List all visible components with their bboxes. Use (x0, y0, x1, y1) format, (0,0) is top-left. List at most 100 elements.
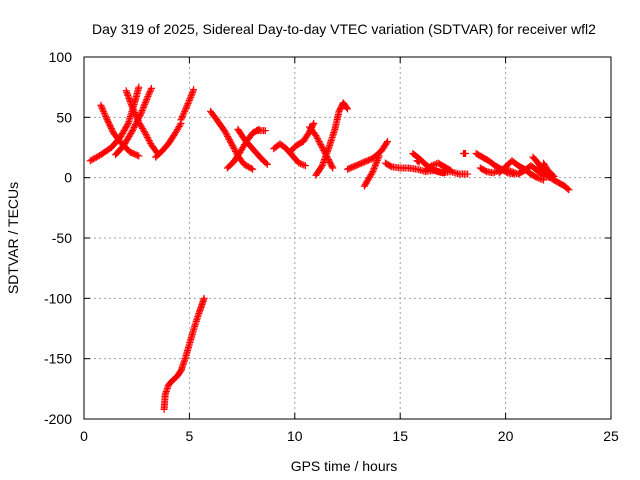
data-point (177, 116, 185, 124)
data-point (312, 131, 320, 139)
data-point (510, 170, 518, 178)
data-point (139, 103, 147, 111)
data-point (300, 161, 308, 169)
data-point (145, 91, 153, 99)
data-point (229, 143, 237, 151)
data-point (142, 97, 150, 105)
data-point (373, 158, 381, 166)
data-point (310, 119, 318, 127)
data-point (344, 105, 351, 113)
data-point (178, 114, 186, 122)
data-point (123, 121, 131, 129)
x-tick-label: 15 (392, 428, 408, 444)
data-point (139, 105, 147, 113)
data-point (226, 137, 234, 145)
data-point (105, 120, 113, 128)
data-point (128, 128, 136, 136)
data-point (132, 112, 140, 120)
y-axis-label: SDTVAR / TECUs (5, 182, 21, 294)
data-point (190, 86, 198, 94)
data-point (131, 110, 139, 118)
data-point (446, 166, 454, 174)
data-point (383, 139, 391, 147)
data-point (178, 113, 186, 121)
data-point (224, 132, 232, 140)
data-point (373, 157, 381, 165)
data-point (447, 166, 455, 174)
data-point (315, 137, 323, 145)
data-point (101, 111, 109, 119)
data-point (535, 174, 543, 182)
data-point (182, 104, 190, 112)
data-point (107, 123, 115, 131)
points-layer (86, 83, 573, 413)
data-point (86, 157, 94, 165)
data-point (88, 156, 96, 164)
data-point (91, 154, 99, 162)
data-point (102, 114, 110, 122)
data-point (318, 144, 326, 151)
data-point (225, 135, 233, 143)
data-point (371, 163, 379, 171)
data-point (440, 169, 448, 177)
data-point (106, 122, 114, 130)
x-tick-label: 20 (498, 428, 514, 444)
data-point (491, 168, 499, 176)
data-point (141, 100, 149, 108)
data-point (134, 117, 142, 125)
data-point (94, 152, 102, 160)
x-tick-label: 25 (603, 428, 619, 444)
data-point (140, 102, 148, 110)
data-point (147, 86, 155, 94)
data-point (221, 128, 229, 136)
data-point (179, 111, 187, 119)
chart-title: Day 319 of 2025, Sidereal Day-to-day VTE… (92, 21, 596, 37)
data-point (314, 136, 322, 144)
data-point (135, 83, 143, 91)
data-point (374, 154, 382, 162)
data-point (375, 152, 383, 160)
data-point (368, 169, 376, 177)
data-point (550, 172, 558, 180)
data-point (227, 138, 235, 146)
data-point (89, 155, 97, 163)
data-point (135, 152, 143, 160)
data-point (489, 169, 497, 177)
data-point (130, 124, 138, 132)
data-point (146, 88, 154, 96)
data-point (144, 92, 152, 100)
data-point (138, 108, 146, 116)
data-point (387, 162, 395, 170)
data-point (317, 142, 325, 150)
data-point (232, 147, 240, 155)
tick-layer: 0 5 10 15 20 25 -200 -150 -100 -50 0 50 100 (44, 49, 619, 444)
data-point (186, 95, 194, 103)
data-point (102, 113, 110, 121)
data-point (369, 166, 377, 174)
data-point (371, 161, 379, 169)
data-point (181, 106, 189, 114)
data-point (104, 117, 112, 125)
data-point (370, 164, 378, 172)
y-tick-label: 0 (64, 170, 72, 186)
data-point (313, 133, 321, 141)
data-point (180, 109, 188, 117)
data-point (369, 168, 377, 176)
data-point (185, 96, 193, 104)
data-point (103, 116, 111, 124)
data-point (131, 122, 139, 130)
data-point (185, 98, 193, 106)
data-point (298, 160, 306, 168)
data-point (429, 161, 437, 169)
data-point (328, 163, 336, 171)
data-point (145, 137, 153, 145)
data-point (536, 175, 544, 183)
data-point (228, 141, 236, 149)
data-point (142, 131, 150, 139)
data-point (301, 162, 309, 170)
data-point (128, 104, 136, 112)
data-point (187, 92, 195, 100)
data-point (415, 158, 423, 166)
